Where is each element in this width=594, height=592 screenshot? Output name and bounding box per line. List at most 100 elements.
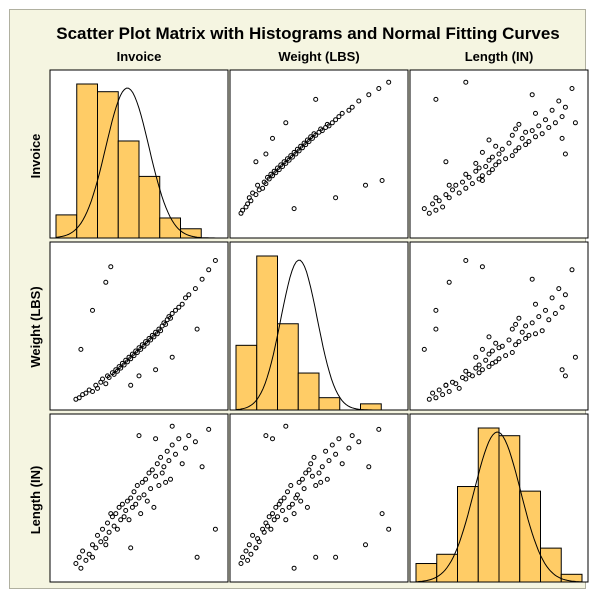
scatter-point — [463, 368, 469, 374]
scatter-point — [288, 483, 294, 488]
scatter-point — [436, 387, 442, 393]
scatter-point — [285, 156, 290, 162]
scatter-point — [346, 107, 352, 113]
scatter-point — [479, 367, 485, 373]
scatter-point — [149, 467, 155, 473]
scatter-point — [516, 145, 522, 151]
scatter-point — [133, 501, 139, 507]
scatter-point — [308, 461, 314, 467]
scatter-point — [291, 149, 297, 155]
scatter-point — [206, 426, 212, 432]
scatter-point — [86, 551, 92, 557]
scatter-point — [306, 467, 312, 473]
scatter-point — [376, 86, 382, 91]
scatter-point — [329, 120, 335, 126]
scatter-point — [486, 157, 492, 163]
scatter-point — [78, 346, 84, 352]
scatter-point — [496, 159, 502, 165]
scatter-point — [529, 276, 535, 282]
scatter-point — [134, 350, 140, 355]
scatter-point — [503, 353, 509, 359]
scatter-point — [433, 307, 439, 313]
scatter-point — [499, 146, 505, 152]
scatter-point — [379, 178, 385, 183]
cell-panel — [49, 241, 229, 411]
scatter-point — [466, 174, 472, 180]
scatter-point — [108, 511, 114, 517]
scatter-point — [212, 258, 218, 263]
scatter-point — [212, 526, 218, 532]
scatter-point — [151, 504, 157, 510]
histogram-bar — [55, 214, 78, 239]
scatter-point — [128, 356, 134, 362]
scatter-point — [148, 486, 154, 492]
histogram-bar — [277, 323, 299, 411]
histogram-bar — [318, 397, 341, 411]
scatter-point — [533, 134, 538, 140]
scatter-point — [526, 332, 532, 338]
scatter-point — [324, 476, 330, 482]
scatter-point — [473, 168, 479, 174]
scatter-point — [433, 326, 439, 332]
scatter-point — [291, 511, 297, 517]
scatter-point — [552, 311, 558, 316]
scatter-point — [486, 351, 492, 357]
scatter-point — [426, 210, 432, 216]
scatter-point — [506, 337, 512, 343]
scatter-point — [199, 464, 205, 470]
scatter-point — [271, 168, 277, 174]
scatter-point — [246, 542, 252, 548]
scatter-point — [275, 514, 280, 520]
scatter-point — [549, 295, 555, 301]
scatter-point — [128, 382, 134, 388]
cell-panel — [229, 413, 409, 583]
scatter-point — [363, 182, 368, 188]
scatter-point — [183, 295, 188, 301]
histogram-bar — [477, 427, 500, 583]
scatter-point — [333, 451, 339, 457]
scatter-point — [90, 554, 95, 560]
scatter-point — [76, 554, 82, 560]
scatter-point — [268, 526, 274, 532]
scatter-point — [460, 179, 465, 185]
scatter-point — [95, 532, 100, 538]
scatter-point — [144, 340, 150, 346]
histogram-bar — [297, 372, 320, 411]
scatter-point — [123, 508, 129, 513]
matrix-cell-0-1 — [229, 69, 409, 239]
scatter-point — [131, 353, 137, 359]
scatter-point — [83, 557, 89, 563]
scatter-point — [386, 79, 392, 85]
scatter-point — [430, 201, 436, 207]
scatter-point — [509, 350, 515, 355]
scatter-point — [440, 392, 446, 398]
scatter-point — [543, 117, 548, 123]
row-label-length: Length (IN) — [28, 466, 43, 535]
scatter-point — [291, 565, 297, 571]
scatter-point — [105, 520, 110, 526]
scatter-point — [446, 389, 452, 394]
matrix-cell-2-0 — [49, 413, 229, 583]
scatter-point — [186, 433, 192, 439]
scatter-point — [126, 517, 132, 523]
scatter-point — [78, 565, 84, 571]
scatter-point — [433, 395, 439, 401]
scatter-point — [194, 554, 200, 560]
row-label-weight: Weight (LBS) — [28, 286, 43, 367]
scatter-point — [103, 536, 109, 542]
scatter-point — [173, 451, 178, 457]
scatter-point — [311, 131, 317, 137]
scatter-point — [493, 340, 499, 346]
scatter-point — [513, 321, 519, 327]
scatter-point — [493, 162, 499, 168]
scatter-point — [169, 423, 175, 429]
cell-panel — [229, 69, 409, 239]
scatter-point — [169, 354, 175, 360]
scatter-point — [176, 436, 182, 442]
scatter-point — [339, 110, 345, 116]
scatter-point — [333, 117, 339, 123]
scatter-point — [349, 433, 355, 439]
scatter-point — [158, 328, 164, 334]
scatter-point — [253, 159, 259, 165]
scatter-point — [339, 461, 345, 467]
